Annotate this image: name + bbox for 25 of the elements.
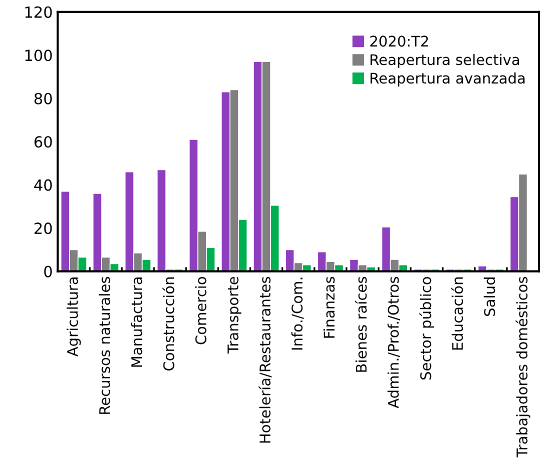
y-tick-label: 60 xyxy=(34,136,52,148)
y-tick-label: 100 xyxy=(25,50,52,62)
x-tick-label: Transporte xyxy=(228,276,242,354)
x-tick-label: Comercio xyxy=(195,276,206,344)
x-tick-label: Manufactura xyxy=(130,278,142,367)
y-tick-label: 120 xyxy=(25,6,52,18)
y-tick-label: 80 xyxy=(34,92,52,104)
x-tick-label: Salud xyxy=(484,278,496,316)
y-tick-label: 40 xyxy=(34,179,52,191)
y-tick-label: 20 xyxy=(34,222,52,234)
x-tick-label: Hotelería/Restaurantes xyxy=(258,276,272,443)
x-tick-label: Agricultura xyxy=(66,278,81,357)
x-tick-label: Construcción xyxy=(162,277,174,371)
x-tick-label: Info./Com. xyxy=(291,278,304,350)
legend-label: Reapertura selectiva xyxy=(370,54,519,68)
y-tick-label: 0 xyxy=(44,266,52,278)
x-tick-label: Trabajadores domésticos xyxy=(516,276,530,458)
x-tick-label: Admin./Prof./Otros xyxy=(388,276,400,408)
x-tick-label: Sector público xyxy=(419,276,434,380)
x-tick-label: Educación xyxy=(451,277,464,350)
x-tick-label: Bienes raíces xyxy=(354,276,367,372)
x-tick-label: Finanzas xyxy=(323,276,335,338)
x-tick-label: Recursos naturales xyxy=(98,276,110,414)
legend-label: 2020:T2 xyxy=(370,36,428,47)
legend-label: Reapertura avanzada xyxy=(370,72,525,86)
